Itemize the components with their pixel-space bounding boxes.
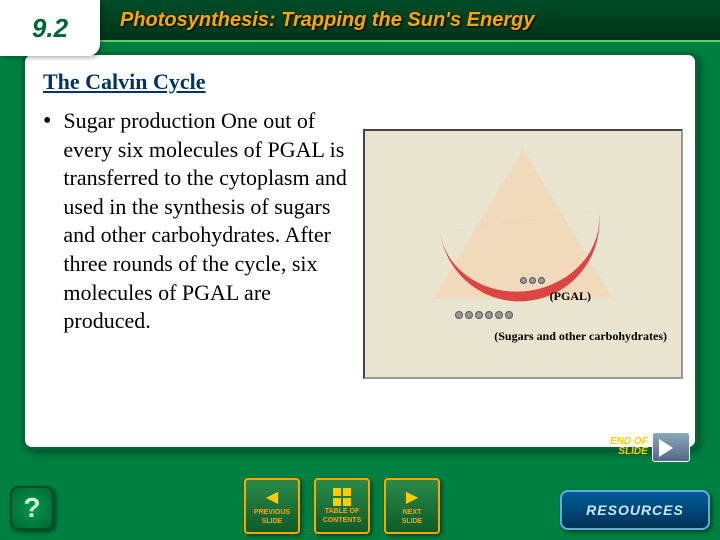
resources-button[interactable]: RESOURCES bbox=[560, 490, 710, 530]
toc-label-top: TABLE OF bbox=[325, 508, 359, 515]
end-bottom: SLIDE bbox=[610, 447, 648, 457]
end-slide-icon bbox=[652, 432, 690, 462]
pgal-label: (PGAL) bbox=[550, 289, 591, 304]
grid-icon bbox=[333, 488, 351, 506]
pgal-molecules bbox=[520, 277, 545, 284]
sugars-label: (Sugars and other carbohydrates) bbox=[494, 329, 667, 344]
footer-bar: ? ◀ PREVIOUS SLIDE TABLE OF CONTENTS ▶ N… bbox=[0, 462, 720, 540]
calvin-cycle-diagram: (PGAL) (Sugars and other carbohydrates) bbox=[363, 129, 683, 379]
prev-label-top: PREVIOUS bbox=[254, 509, 290, 516]
header-bar: Photosynthesis: Trapping the Sun's Energ… bbox=[0, 0, 720, 42]
arrow-left-icon: ◀ bbox=[266, 487, 278, 507]
prev-label-bottom: SLIDE bbox=[262, 518, 283, 525]
sugar-molecules bbox=[455, 311, 513, 319]
section-tab: 9.2 bbox=[0, 0, 100, 56]
bullet-text: Sugar production One out of every six mo… bbox=[63, 107, 363, 336]
bullet-marker: • bbox=[43, 107, 51, 135]
table-of-contents-button[interactable]: TABLE OF CONTENTS bbox=[314, 478, 370, 534]
next-label-top: NEXT bbox=[403, 509, 422, 516]
end-of-slide-text: END OF SLIDE bbox=[610, 437, 648, 457]
previous-slide-button[interactable]: ◀ PREVIOUS SLIDE bbox=[244, 478, 300, 534]
help-button[interactable]: ? bbox=[10, 486, 54, 530]
resources-label: RESOURCES bbox=[586, 502, 684, 518]
help-icon: ? bbox=[23, 492, 40, 524]
section-number: 9.2 bbox=[32, 13, 68, 44]
slide-title: The Calvin Cycle bbox=[43, 69, 677, 95]
end-of-slide-badge: END OF SLIDE bbox=[610, 428, 702, 466]
nav-button-group: ◀ PREVIOUS SLIDE TABLE OF CONTENTS ▶ NEX… bbox=[244, 478, 440, 534]
arrow-right-icon: ▶ bbox=[406, 487, 418, 507]
toc-label-bottom: CONTENTS bbox=[323, 517, 362, 524]
header-title: Photosynthesis: Trapping the Sun's Energ… bbox=[120, 9, 534, 32]
next-label-bottom: SLIDE bbox=[402, 518, 423, 525]
next-slide-button[interactable]: ▶ NEXT SLIDE bbox=[384, 478, 440, 534]
content-panel: The Calvin Cycle • Sugar production One … bbox=[22, 52, 698, 450]
